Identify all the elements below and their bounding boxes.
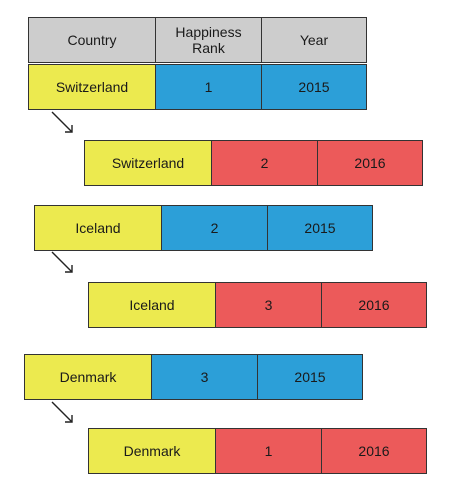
year-cell: 2015 — [267, 205, 373, 251]
arrow-icon — [51, 401, 73, 423]
country-cell: Switzerland — [84, 140, 212, 186]
country-cell: Iceland — [88, 282, 216, 328]
rank-cell: 1 — [214, 428, 323, 474]
rank-cell: 3 — [150, 354, 259, 400]
year-cell: 2015 — [257, 354, 363, 400]
rank-cell: 1 — [154, 64, 263, 110]
table-row: Denmark 1 2016 — [88, 428, 427, 474]
table-row: Switzerland 2 2016 — [84, 140, 423, 186]
header-row: Country Happiness Rank Year — [28, 17, 367, 63]
year-cell: 2016 — [321, 428, 427, 474]
header-happiness-rank: Happiness Rank — [154, 17, 263, 63]
table-row: Switzerland 1 2015 — [28, 64, 367, 110]
rank-cell: 3 — [214, 282, 323, 328]
country-cell: Switzerland — [28, 64, 156, 110]
country-cell: Iceland — [34, 205, 162, 251]
year-cell: 2016 — [317, 140, 423, 186]
header-year: Year — [261, 17, 367, 63]
arrow-icon — [51, 111, 73, 133]
year-cell: 2016 — [321, 282, 427, 328]
year-cell: 2015 — [261, 64, 367, 110]
table-row: Iceland 2 2015 — [34, 205, 373, 251]
country-cell: Denmark — [88, 428, 216, 474]
table-row: Iceland 3 2016 — [88, 282, 427, 328]
arrow-icon — [51, 251, 73, 273]
rank-cell: 2 — [210, 140, 319, 186]
table-row: Denmark 3 2015 — [24, 354, 363, 400]
rank-cell: 2 — [160, 205, 269, 251]
header-country: Country — [28, 17, 156, 63]
country-cell: Denmark — [24, 354, 152, 400]
